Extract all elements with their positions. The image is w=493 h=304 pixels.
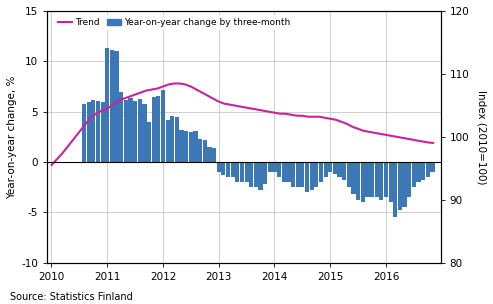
Bar: [96, 101, 100, 162]
Bar: [147, 122, 151, 162]
Bar: [398, 162, 402, 210]
Bar: [193, 131, 198, 162]
Bar: [282, 162, 286, 182]
Bar: [184, 131, 188, 162]
Bar: [235, 162, 240, 182]
Bar: [319, 162, 323, 182]
Bar: [314, 162, 318, 187]
Bar: [291, 162, 295, 187]
Bar: [175, 117, 179, 162]
Bar: [133, 101, 137, 162]
Bar: [249, 162, 253, 187]
Bar: [254, 162, 258, 187]
Bar: [87, 102, 91, 162]
Bar: [258, 162, 263, 190]
Bar: [425, 162, 430, 177]
Bar: [286, 162, 290, 182]
Bar: [208, 147, 211, 162]
Bar: [128, 98, 133, 162]
Bar: [417, 162, 421, 182]
Bar: [342, 162, 346, 180]
Bar: [101, 102, 105, 162]
Y-axis label: Index (2010=100): Index (2010=100): [476, 90, 486, 184]
Bar: [375, 162, 379, 197]
Bar: [212, 148, 216, 162]
Bar: [156, 95, 160, 162]
Bar: [352, 162, 355, 194]
Y-axis label: Year-on-year change, %: Year-on-year change, %: [7, 75, 17, 199]
Bar: [142, 104, 146, 162]
Bar: [333, 162, 337, 174]
Bar: [407, 162, 411, 197]
Bar: [114, 51, 119, 162]
Bar: [216, 162, 221, 172]
Bar: [296, 162, 300, 187]
Bar: [110, 50, 114, 162]
Bar: [189, 132, 193, 162]
Bar: [119, 92, 123, 162]
Bar: [231, 162, 235, 177]
Bar: [273, 162, 277, 172]
Bar: [379, 162, 384, 200]
Bar: [388, 162, 393, 202]
Bar: [412, 162, 416, 187]
Bar: [384, 162, 388, 197]
Bar: [221, 162, 225, 175]
Bar: [179, 130, 183, 162]
Legend: Trend, Year-on-year change by three-month: Trend, Year-on-year change by three-mont…: [56, 16, 293, 30]
Bar: [203, 140, 207, 162]
Bar: [402, 162, 407, 207]
Bar: [277, 162, 281, 177]
Bar: [323, 162, 328, 177]
Text: Source: Statistics Finland: Source: Statistics Finland: [10, 292, 133, 302]
Bar: [356, 162, 360, 200]
Bar: [370, 162, 374, 197]
Bar: [226, 162, 230, 177]
Bar: [138, 98, 142, 162]
Bar: [198, 139, 202, 162]
Bar: [430, 162, 434, 172]
Bar: [393, 162, 397, 217]
Bar: [240, 162, 244, 182]
Bar: [245, 162, 248, 182]
Bar: [421, 162, 425, 180]
Bar: [91, 100, 95, 162]
Bar: [124, 100, 128, 162]
Bar: [361, 162, 365, 202]
Bar: [170, 116, 175, 162]
Bar: [82, 104, 86, 162]
Bar: [300, 162, 305, 187]
Bar: [151, 97, 156, 162]
Bar: [268, 162, 272, 172]
Bar: [365, 162, 369, 197]
Bar: [166, 120, 170, 162]
Bar: [105, 48, 109, 162]
Bar: [263, 162, 267, 184]
Bar: [305, 162, 309, 192]
Bar: [161, 90, 165, 162]
Bar: [347, 162, 351, 187]
Bar: [310, 162, 314, 190]
Bar: [328, 162, 332, 172]
Bar: [337, 162, 342, 177]
